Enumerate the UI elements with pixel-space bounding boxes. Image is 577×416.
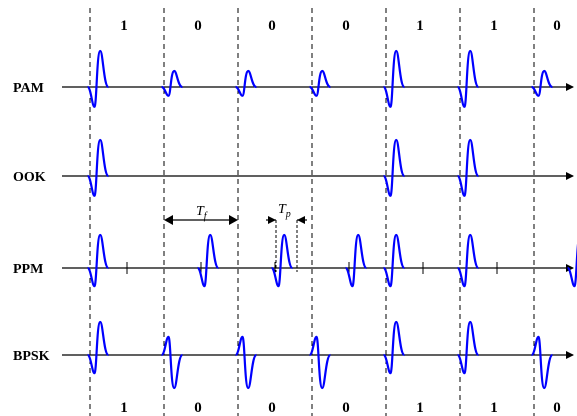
bpsk-pulse [530,335,554,390]
row-label-ppm: PPM [13,262,43,277]
top-bit-4: 0 [342,18,350,34]
top-bit-labels: 1 0 0 0 1 1 0 [120,18,561,34]
top-bit-5: 1 [416,18,424,34]
pam-pulse [235,69,257,97]
bottom-bit-5: 1 [416,400,424,416]
bpsk-pulse [382,320,406,375]
bpsk-pulse [456,320,480,375]
tf-label: Tf [196,204,208,222]
ppm-pulse [344,233,368,288]
pam-pulse [309,69,331,97]
tp-annotation: Tp [266,202,307,272]
pulses [86,49,577,390]
top-bit-1: 1 [120,18,128,34]
pam-pulse [86,49,110,108]
tp-arrow-right [297,216,305,224]
ppm-pulse [456,233,480,288]
ook-pulse [382,138,406,197]
row-labels: PAM OOK PPM BPSK [13,81,50,364]
bottom-bit-2: 0 [194,400,202,416]
bottom-bit-7: 0 [553,400,561,416]
tf-arrow-right [229,215,238,225]
top-bit-7: 0 [553,18,561,34]
bottom-bit-labels: 1 0 0 0 1 1 0 [120,400,561,416]
ppm-pulse [86,233,110,288]
bpsk-pulse [86,320,110,375]
ook-pulse [86,138,110,197]
ppm-pulse [566,243,577,288]
top-bit-2: 0 [194,18,202,34]
top-bit-3: 0 [268,18,276,34]
bottom-bit-1: 1 [120,400,128,416]
row-label-bpsk: BPSK [13,349,50,364]
bottom-bit-3: 0 [268,400,276,416]
bpsk-pulse [160,335,184,390]
bottom-bit-6: 1 [490,400,498,416]
ook-pulse [456,138,480,197]
baselines [62,83,574,359]
tp-label: Tp [278,202,291,220]
ppm-pulse [196,233,220,288]
ppm-pulse [270,233,294,288]
top-bit-6: 1 [490,18,498,34]
pam-pulse [382,49,406,108]
ppm-pulse [382,233,406,288]
bottom-bit-4: 0 [342,400,350,416]
pam-pulse [531,69,553,97]
tf-arrow-left [164,215,173,225]
frame-dividers [89,8,535,416]
bpsk-pulse [234,335,258,390]
row-label-ook: OOK [13,170,46,185]
pam-pulse [161,69,183,97]
pam-pulse [456,49,480,108]
row-label-pam: PAM [13,81,44,96]
tf-annotation: Tf [164,204,238,225]
tp-arrow-left [268,216,276,224]
bpsk-pulse [308,335,332,390]
